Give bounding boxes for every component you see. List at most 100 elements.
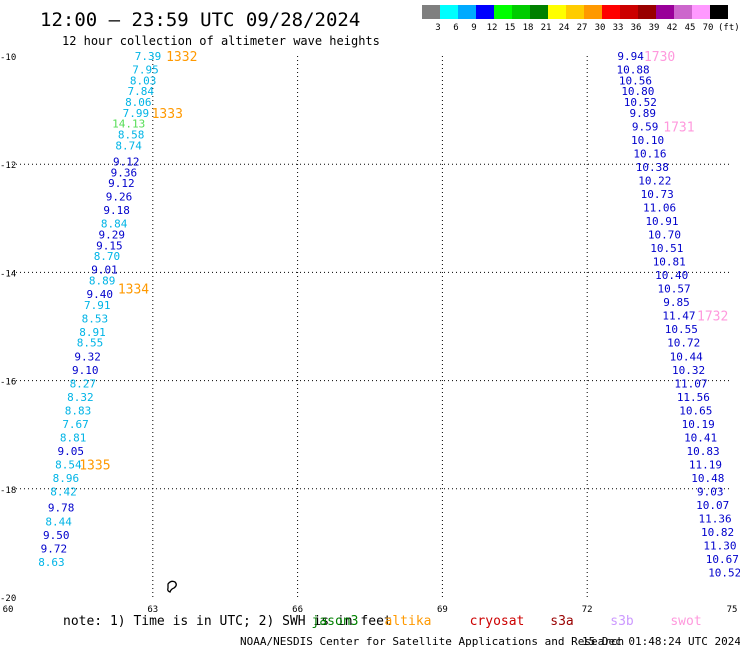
wave-height-value: 10.52	[708, 567, 740, 580]
wave-height-value: 11.19	[689, 458, 722, 471]
wave-height-value: 10.91	[645, 215, 678, 228]
wave-height-value: 9.50	[43, 529, 70, 542]
wave-height-value: 11.47	[662, 310, 695, 323]
wave-height-value: 10.56	[619, 74, 652, 87]
legend-label: 12	[487, 23, 498, 33]
wave-height-value: 7.91	[84, 299, 111, 312]
wave-height-value: 10.83	[686, 445, 719, 458]
wave-height-value: 9.78	[48, 502, 75, 515]
wave-height-value: 9.05	[57, 445, 84, 458]
wave-height-value: 9.26	[106, 191, 133, 204]
wave-height-value: 8.89	[89, 275, 116, 288]
satellite-name: cryosat	[470, 614, 525, 629]
wave-height-value: 10.16	[633, 147, 666, 160]
legend-swatch	[584, 5, 602, 19]
legend-label: 45	[685, 23, 696, 33]
longitude-tick-label: 63	[147, 605, 158, 615]
satellite-name: s3b	[610, 614, 634, 629]
legend-swatch	[548, 5, 566, 19]
wave-height-value: 11.36	[699, 513, 732, 526]
wave-height-value: 9.03	[697, 486, 724, 499]
pass-time-label: 1333	[152, 107, 183, 122]
wave-height-value: 8.27	[70, 377, 97, 390]
wave-height-value: 10.40	[655, 269, 688, 282]
wave-height-value: 7.39	[135, 50, 162, 63]
legend-label: 42	[667, 23, 678, 33]
longitude-tick-label: 72	[582, 605, 593, 615]
latitude-tick-label: -18	[0, 486, 16, 496]
wave-height-value: 10.22	[638, 174, 671, 187]
latitude-tick-label: -20	[0, 594, 16, 604]
pass-time-label: 1730	[644, 50, 675, 65]
satellite-legend: jason3 altika cryosat s3a s3b swot	[312, 614, 702, 629]
wave-height-value: 8.53	[82, 312, 109, 325]
pass-time-label: 1332	[166, 50, 197, 65]
wave-height-value: 11.07	[674, 377, 707, 390]
wave-height-value: 9.94	[617, 50, 644, 63]
legend-label: 33	[613, 23, 624, 33]
wave-height-value: 14.13	[112, 118, 145, 131]
wave-height-value: 8.44	[45, 515, 72, 528]
wave-height-value: 8.83	[65, 404, 92, 417]
map-axis-labels: 60 63 66 69 72 75 -10 -12 -14 -16 -18 -20	[0, 53, 737, 615]
wave-height-value: 9.15	[96, 239, 123, 252]
longitude-tick-label: 69	[437, 605, 448, 615]
wave-height-value: 8.32	[67, 391, 94, 404]
island-outline	[167, 580, 177, 593]
legend-swatch	[602, 5, 620, 19]
wave-height-value: 10.70	[648, 229, 681, 242]
wave-height-value: 9.32	[74, 350, 101, 363]
legend-swatch	[512, 5, 530, 19]
generated-timestamp: 15 Dec 01:48:24 UTC 2024	[582, 635, 740, 648]
wave-height-value: 8.84	[101, 218, 128, 231]
wave-height-value: 10.41	[684, 431, 717, 444]
wave-height-value: 8.81	[60, 431, 87, 444]
legend-swatch	[710, 5, 728, 19]
legend-unit: (ft)	[718, 23, 740, 33]
wave-height-value: 11.56	[677, 391, 710, 404]
wave-height-value: 8.96	[53, 472, 80, 485]
wave-height-value: 10.88	[616, 64, 649, 77]
pass-time-label: 1732	[697, 310, 728, 325]
satellite-name: altika	[385, 614, 432, 629]
wave-height-value: 10.07	[696, 499, 729, 512]
wave-height-value: 8.70	[94, 250, 121, 263]
wave-height-value: 10.32	[672, 364, 705, 377]
wave-height-value: 9.12	[113, 155, 140, 168]
wave-height-value: 10.52	[624, 96, 657, 109]
longitude-tick-label: 75	[727, 605, 738, 615]
wave-height-value: 9.36	[111, 166, 138, 179]
legend-swatch	[620, 5, 638, 19]
latitude-tick-label: -14	[0, 269, 16, 279]
legend-swatch	[692, 5, 710, 19]
wave-height-value: 8.03	[130, 74, 157, 87]
wave-height-value: 8.74	[115, 139, 142, 152]
wave-height-value: 9.29	[99, 229, 126, 242]
wave-height-value: 7.95	[132, 64, 159, 77]
legend-swatch	[638, 5, 656, 19]
satellite-name: s3a	[550, 614, 573, 629]
wave-height-value: 9.18	[103, 204, 130, 217]
legend-label: 36	[631, 23, 642, 33]
footer-note: note: 1) Time is in UTC; 2) SWH is in fe…	[63, 614, 392, 629]
satellite-name: swot	[670, 614, 701, 629]
wave-height-value: 9.59	[632, 120, 659, 133]
wave-height-value: 10.73	[641, 188, 674, 201]
wave-height-value: 10.51	[650, 242, 683, 255]
wave-height-value: 10.10	[631, 134, 664, 147]
wave-height-value: 10.65	[679, 404, 712, 417]
wave-height-value: 9.40	[86, 288, 113, 301]
credit-text: NOAA/NESDIS Center for Satellite Applica…	[240, 635, 624, 648]
wave-height-value: 11.30	[703, 540, 736, 553]
wave-height-value: 10.38	[636, 161, 669, 174]
wave-height-value: 9.12	[108, 177, 135, 190]
wave-height-value: 10.67	[706, 553, 739, 566]
legend-label: 39	[649, 23, 660, 33]
wave-height-value: 9.01	[91, 264, 118, 277]
wave-height-legend: 3 6 9 12 15 18 21 24 27 30 33 36 39 42 45 70 (ft)	[422, 5, 740, 33]
map-grid	[8, 56, 732, 597]
wave-height-value: 9.10	[72, 364, 99, 377]
wave-height-value: 10.48	[691, 472, 724, 485]
legend-swatch	[674, 5, 692, 19]
